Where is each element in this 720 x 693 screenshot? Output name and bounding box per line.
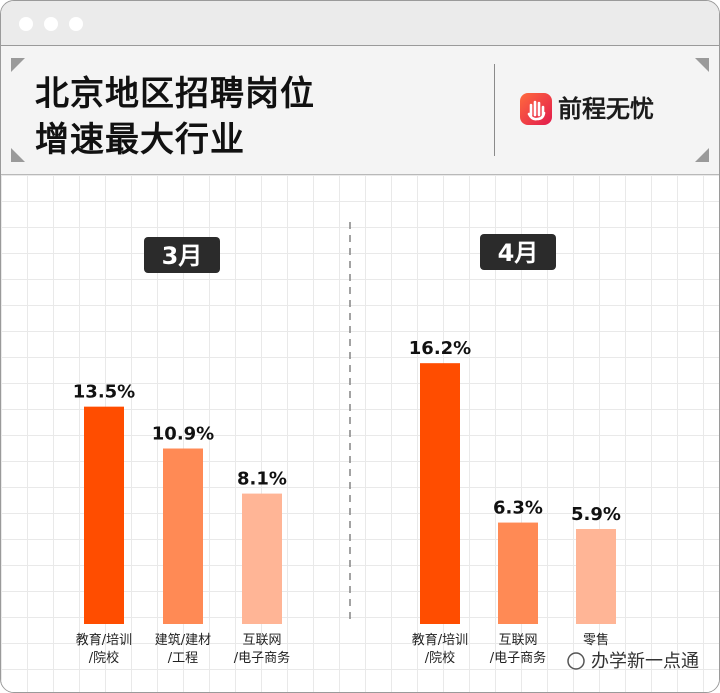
bar <box>163 448 203 624</box>
value-label: 16.2% <box>409 338 471 359</box>
bar <box>242 493 282 624</box>
corner-marks <box>11 58 709 162</box>
title-line-2: 增速最大行业 <box>35 120 245 160</box>
window-dot-icon <box>69 17 83 31</box>
corner-triangle-icon <box>11 148 25 162</box>
corner-triangle-icon <box>695 148 709 162</box>
hand-icon <box>520 93 552 125</box>
bar <box>84 406 124 624</box>
month-label-badge <box>144 237 220 273</box>
value-label: 13.5% <box>73 382 135 403</box>
watermark: 办学新一点通 <box>591 651 699 672</box>
category-label: /院校 <box>425 650 455 666</box>
category-label: /院校 <box>89 650 119 666</box>
category-label: 建筑/建材 <box>155 632 211 648</box>
bar-chart: 3月 13.5% 教育/培训/院校 10.9% 建筑/建材/工程 8.1% 互联网/电子商务… <box>73 222 699 672</box>
bar <box>576 529 616 624</box>
window-dot-icon <box>19 17 33 31</box>
bar <box>420 363 460 624</box>
category-label: 教育/培训 <box>76 632 132 648</box>
value-label: 6.3% <box>493 498 543 519</box>
corner-triangle-icon <box>11 58 25 72</box>
month-label-badge <box>480 234 556 270</box>
month-label: 4月 <box>498 239 539 267</box>
bar <box>498 522 538 624</box>
value-label: 5.9% <box>571 504 621 525</box>
category-label: 零售 <box>583 632 609 648</box>
value-label: 8.1% <box>237 469 287 490</box>
window-dot-icon <box>44 17 58 31</box>
category-label: /电子商务 <box>490 650 546 666</box>
category-label: /工程 <box>168 651 198 666</box>
category-label: 互联网 <box>498 633 537 648</box>
wechat-icon <box>567 652 585 670</box>
category-label: 互联网 <box>242 633 281 648</box>
window-titlebar <box>1 1 719 46</box>
brand-name: 前程无忧 <box>558 95 654 123</box>
category-label: /电子商务 <box>234 650 290 666</box>
plot-area: 3月 13.5% 教育/培训/院校 10.9% 建筑/建材/工程 8.1% 互联网/电子商务… <box>1 175 719 692</box>
value-label: 10.9% <box>152 424 214 445</box>
title-line-1: 北京地区招聘岗位 <box>35 74 315 114</box>
header-divider <box>494 64 495 156</box>
header: 北京地区招聘岗位 增速最大行业 前程无忧 <box>1 46 719 175</box>
page-title: 北京地区招聘岗位 增速最大行业 <box>35 71 315 163</box>
category-label: 教育/培训 <box>412 632 468 648</box>
corner-triangle-icon <box>695 58 709 72</box>
month-label: 3月 <box>162 242 203 270</box>
